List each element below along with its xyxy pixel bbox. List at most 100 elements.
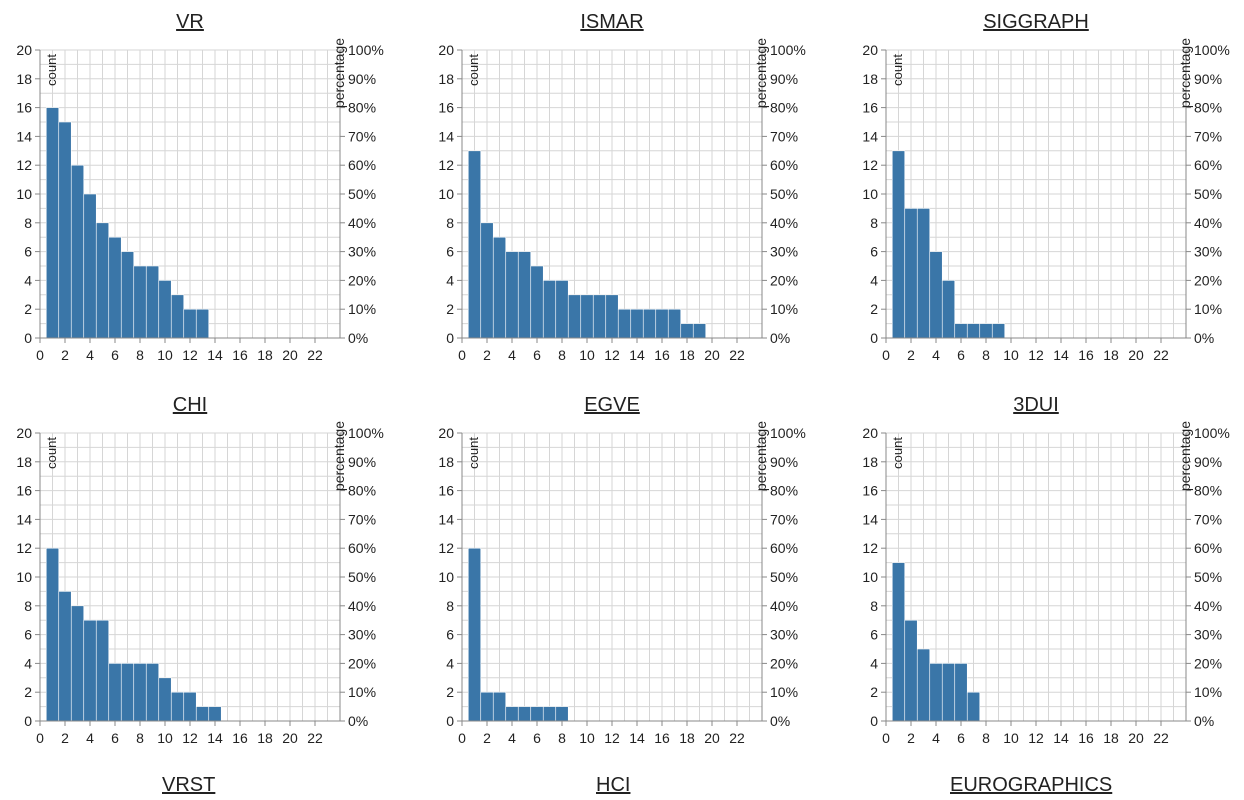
bar <box>916 208 931 339</box>
x-tick-label: 16 <box>654 730 670 746</box>
bar <box>120 663 135 722</box>
y-axis-label: count <box>466 437 481 469</box>
bar <box>542 280 557 339</box>
y2-axis-label: percentage <box>753 421 769 491</box>
x-tick-label: 20 <box>704 730 720 746</box>
x-tick-label: 8 <box>136 347 144 363</box>
y2-tick-label: 100% <box>1194 425 1230 441</box>
y-tick-label: 20 <box>16 42 32 58</box>
y2-tick-label: 40% <box>1194 598 1222 614</box>
histogram-chart: EGVE024681012141618200%10%20%30%40%50%60… <box>438 394 805 746</box>
bars <box>467 150 707 339</box>
chart-title-hci: HCI <box>596 774 631 796</box>
y2-tick-label: 100% <box>348 425 384 441</box>
y-tick-label: 6 <box>446 244 454 260</box>
x-tick-label: 4 <box>508 347 516 363</box>
x-tick-label: 22 <box>307 730 323 746</box>
bar <box>133 663 147 722</box>
y-tick-label: 10 <box>438 569 454 585</box>
bar <box>530 706 544 722</box>
bar <box>195 308 210 339</box>
y-tick-label: 18 <box>16 71 32 87</box>
bar <box>58 591 72 722</box>
x-tick-label: 4 <box>932 730 940 746</box>
y2-tick-label: 90% <box>348 71 376 87</box>
y-tick-label: 12 <box>862 540 878 556</box>
y2-tick-label: 70% <box>1194 511 1222 527</box>
bar <box>979 323 993 339</box>
y2-tick-label: 20% <box>1194 272 1222 288</box>
x-tick-label: 10 <box>157 730 173 746</box>
y2-axis-label: percentage <box>1177 421 1193 491</box>
y2-tick-label: 80% <box>1194 100 1222 116</box>
y-tick-label: 14 <box>862 511 878 527</box>
y2-tick-label: 20% <box>348 655 376 671</box>
y-tick-label: 16 <box>438 100 454 116</box>
x-tick-label: 4 <box>86 347 94 363</box>
y2-tick-label: 30% <box>348 244 376 260</box>
y-tick-label: 20 <box>862 42 878 58</box>
x-tick-label: 12 <box>182 347 198 363</box>
y2-tick-label: 80% <box>348 100 376 116</box>
x-tick-label: 0 <box>36 347 44 363</box>
y-tick-label: 4 <box>446 655 454 671</box>
y2-tick-label: 30% <box>770 627 798 643</box>
bar <box>492 236 507 339</box>
y2-tick-label: 20% <box>348 272 376 288</box>
chart-title: ISMAR <box>580 11 643 33</box>
bar <box>58 121 72 339</box>
y-tick-label: 12 <box>16 540 32 556</box>
x-tick-label: 20 <box>1128 730 1144 746</box>
x-tick-label: 0 <box>458 730 466 746</box>
y-tick-label: 16 <box>862 483 878 499</box>
bar <box>108 663 122 722</box>
bar <box>158 677 172 722</box>
x-tick-label: 0 <box>36 730 44 746</box>
y-tick-label: 18 <box>862 71 878 87</box>
y-tick-label: 6 <box>870 627 878 643</box>
y-axis-label: count <box>466 54 481 86</box>
chart-title-eurographics: EUROGRAPHICS <box>950 774 1113 796</box>
y-tick-label: 2 <box>446 301 454 317</box>
y-tick-label: 10 <box>862 569 878 585</box>
y-tick-label: 2 <box>24 684 32 700</box>
y-tick-label: 12 <box>862 157 878 173</box>
x-tick-label: 14 <box>629 730 645 746</box>
x-tick-label: 12 <box>604 347 620 363</box>
x-tick-label: 22 <box>729 730 745 746</box>
x-tick-label: 14 <box>1053 347 1069 363</box>
y-tick-label: 2 <box>870 684 878 700</box>
x-tick-label: 14 <box>629 347 645 363</box>
bar <box>904 619 918 722</box>
histogram-chart: 3DUI024681012141618200%10%20%30%40%50%60… <box>862 394 1230 746</box>
bar <box>195 706 210 722</box>
x-tick-label: 16 <box>654 347 670 363</box>
y-tick-label: 16 <box>16 100 32 116</box>
bar <box>108 236 122 339</box>
y2-tick-label: 50% <box>770 186 798 202</box>
y2-tick-label: 60% <box>770 157 798 173</box>
bars <box>891 150 1006 339</box>
y-tick-label: 18 <box>16 454 32 470</box>
bar <box>45 107 60 339</box>
bar <box>929 251 943 339</box>
bar <box>891 150 906 339</box>
y-tick-label: 20 <box>438 42 454 58</box>
y-tick-label: 2 <box>24 301 32 317</box>
histogram-chart: VR024681012141618200%10%20%30%40%50%60%7… <box>16 11 383 363</box>
y2-tick-label: 60% <box>1194 540 1222 556</box>
bar <box>480 222 494 339</box>
bar <box>183 691 197 722</box>
y-axis-label: count <box>890 54 905 86</box>
chart-title: CHI <box>173 394 207 416</box>
bar <box>505 706 519 722</box>
bar <box>505 251 519 339</box>
x-tick-label: 4 <box>932 347 940 363</box>
y2-tick-label: 80% <box>1194 483 1222 499</box>
bar <box>692 323 707 339</box>
bar <box>555 280 569 339</box>
bar <box>170 294 185 339</box>
x-tick-label: 14 <box>207 730 223 746</box>
x-tick-label: 16 <box>232 730 248 746</box>
